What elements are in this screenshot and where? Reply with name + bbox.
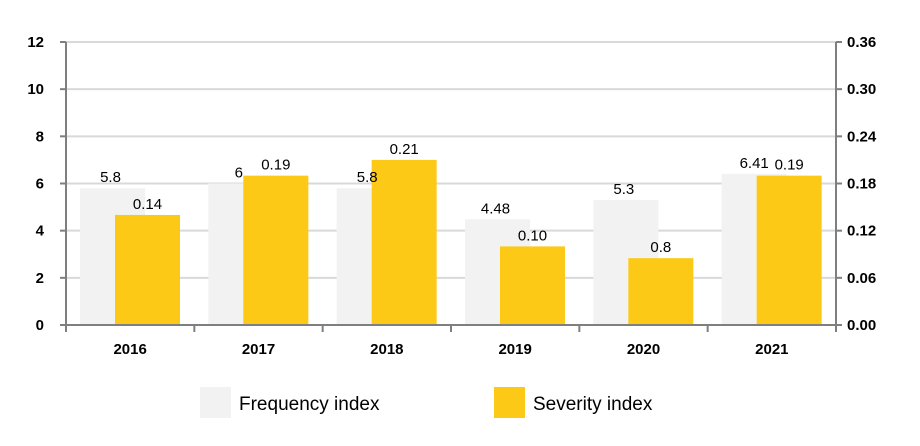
- severity-data-label: 0.21: [390, 141, 419, 158]
- left-tick-label: 12: [27, 34, 44, 51]
- severity-bar: [628, 258, 694, 325]
- category-label: 2020: [627, 341, 660, 358]
- gridlines: [66, 41, 836, 279]
- left-tick-label: 6: [36, 176, 44, 193]
- right-tick-label: 0.30: [847, 81, 876, 98]
- severity-data-label: 0.19: [775, 157, 804, 174]
- data-labels: 5.8 0.14 6 0.19 5.8 0.21 4.48 0.10 5.3 0.8 6.41 0.1…: [100, 141, 804, 256]
- left-tick-label: 4: [36, 223, 45, 240]
- frequency-data-label: 6.41: [740, 155, 769, 172]
- category-label: 2017: [242, 341, 275, 358]
- category-label: 2021: [755, 341, 788, 358]
- legend-label-frequency: Frequency index: [239, 394, 380, 415]
- frequency-data-label: 6: [235, 165, 243, 182]
- severity-bar: [243, 175, 309, 325]
- right-tick-label: 0.12: [847, 223, 876, 240]
- severity-bar: [115, 214, 180, 325]
- severity-data-label: 0.14: [133, 196, 162, 213]
- right-tick-label: 0.18: [847, 176, 876, 193]
- legend-swatch-frequency: [200, 387, 231, 418]
- category-label: 2019: [498, 341, 531, 358]
- frequency-data-label: 5.8: [357, 169, 378, 186]
- right-tick-label: 0.24: [847, 128, 877, 145]
- bars: [80, 159, 822, 325]
- left-tick-label: 10: [27, 81, 44, 98]
- legend: Frequency index Severity index: [200, 387, 653, 418]
- left-tick-label: 2: [36, 270, 44, 287]
- frequency-data-label: 4.48: [481, 200, 510, 217]
- right-tick-label: 0.06: [847, 270, 876, 287]
- left-tick-label: 8: [36, 128, 44, 145]
- right-tick-label: 0.36: [847, 34, 876, 51]
- severity-bar: [500, 246, 565, 325]
- right-tick-label: 0.00: [847, 317, 876, 334]
- legend-swatch-severity: [494, 387, 525, 418]
- severity-data-label: 0.10: [518, 227, 547, 244]
- frequency-data-label: 5.8: [100, 169, 121, 186]
- category-label: 2018: [370, 341, 403, 358]
- category-label: 2016: [113, 341, 146, 358]
- severity-bar: [756, 175, 822, 325]
- frequency-data-label: 5.3: [613, 181, 634, 198]
- axes: 0 2 4 6 8 10 12 0.00 0.06 0.12 0.18 0.24 0.30 0.36 201…: [27, 34, 877, 358]
- severity-bar: [371, 159, 437, 325]
- severity-data-label: 0.8: [650, 239, 671, 256]
- left-tick-label: 0: [36, 317, 44, 334]
- severity-data-label: 0.19: [261, 157, 290, 174]
- legend-label-severity: Severity index: [533, 394, 653, 415]
